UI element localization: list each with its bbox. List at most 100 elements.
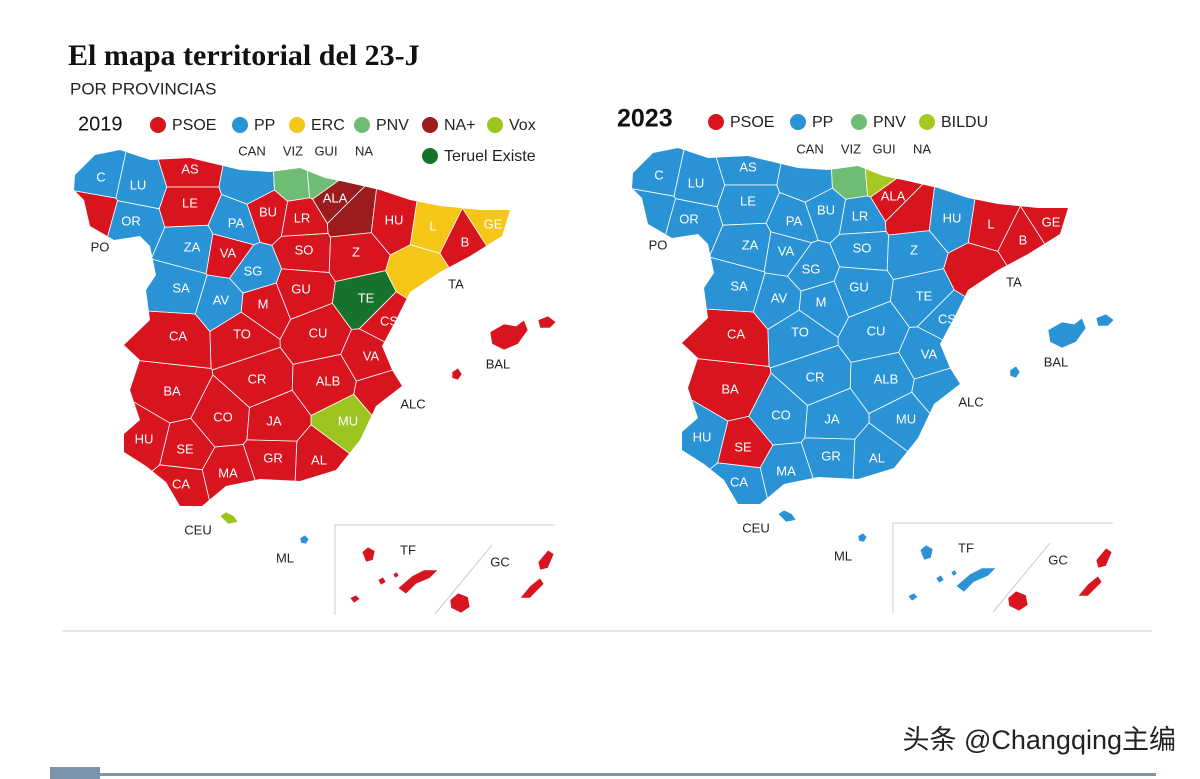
province-label: VA	[363, 348, 380, 363]
province-label: CS	[938, 311, 956, 326]
island	[1077, 575, 1103, 597]
island	[449, 592, 471, 614]
province-label: AV	[213, 292, 230, 307]
province-label: TA	[448, 276, 464, 291]
province-label: ZA	[742, 237, 759, 252]
province-label: TF	[400, 542, 416, 557]
province-label: CA	[730, 474, 748, 489]
province-label: BA	[721, 381, 739, 396]
province-label: VA	[921, 346, 938, 361]
island	[519, 577, 545, 599]
legend-swatch	[790, 114, 806, 130]
province-label: ALC	[958, 394, 983, 409]
province-label: CO	[771, 407, 791, 422]
province-label: LR	[294, 210, 311, 225]
province-label: CAN	[796, 141, 823, 156]
province-label: AL	[311, 452, 327, 467]
province	[632, 182, 676, 338]
province	[829, 148, 869, 200]
province-label: VA	[778, 243, 795, 258]
island	[349, 594, 361, 604]
legend-label: PP	[254, 117, 275, 134]
province-label: MU	[338, 413, 358, 428]
province-label: CU	[867, 323, 886, 338]
island	[907, 592, 919, 602]
province-label: LU	[130, 177, 147, 192]
province-label: ALB	[316, 373, 341, 388]
province	[632, 148, 690, 197]
province-label: ML	[276, 550, 294, 565]
province	[673, 148, 726, 208]
province	[271, 150, 311, 202]
province-label: OR	[121, 213, 141, 228]
watermark: 头条 @Changqing主编	[902, 725, 1176, 755]
province-label: C	[654, 167, 663, 182]
island	[919, 544, 934, 561]
legend-label: PNV	[376, 117, 409, 134]
province	[833, 266, 894, 318]
province-label: GU	[291, 281, 311, 296]
province-label: CO	[213, 409, 233, 424]
island	[361, 546, 376, 563]
legend-label: ERC	[311, 117, 345, 134]
province-label: B	[1019, 232, 1028, 247]
legend-swatch	[422, 148, 438, 164]
island	[377, 576, 387, 586]
province-label: GR	[263, 450, 283, 465]
province-label: TE	[916, 288, 933, 303]
province-label: JA	[824, 411, 840, 426]
island	[299, 534, 310, 545]
province-label: BA	[163, 383, 181, 398]
province-label: AS	[739, 159, 757, 174]
province-label: TE	[358, 290, 375, 305]
year-label: 2019	[78, 113, 123, 135]
mainland	[632, 148, 1068, 504]
province	[763, 231, 813, 277]
province	[292, 424, 454, 506]
province-label: AL	[869, 450, 885, 465]
island	[1007, 590, 1029, 612]
island	[857, 532, 868, 543]
province-label: PA	[228, 215, 245, 230]
legend-swatch	[354, 117, 370, 133]
province-label: L	[987, 216, 994, 231]
province	[637, 462, 775, 504]
province-label: SA	[730, 278, 748, 293]
canary-frame	[892, 522, 1113, 613]
province	[275, 268, 336, 320]
province-label: ML	[834, 548, 852, 563]
province-label: MU	[896, 411, 916, 426]
province-label: CA	[172, 476, 190, 491]
legend-swatch	[487, 117, 503, 133]
legend-label: PSOE	[172, 117, 216, 134]
year-label: 2023	[617, 105, 673, 133]
province-label: BU	[259, 204, 277, 219]
province-label: AV	[771, 290, 788, 305]
title: El mapa territorial del 23-J	[68, 39, 420, 72]
province-label: PO	[91, 239, 110, 254]
province-label: CR	[248, 371, 267, 386]
province-label: NA	[913, 141, 931, 156]
province-label: CEU	[742, 520, 769, 535]
province-label: TO	[233, 326, 251, 341]
legend-label: NA+	[444, 117, 476, 134]
island	[1095, 313, 1115, 327]
province-label: VIZ	[283, 143, 303, 158]
island	[777, 509, 797, 523]
province-label: BU	[817, 202, 835, 217]
legend-label: PSOE	[730, 114, 774, 131]
map: 2023 PSOE PP PNV BILDU C LU PO OR AS LE ZA PA BU CAN VI…	[617, 105, 1115, 613]
province-label: GC	[490, 554, 510, 569]
footer-tab	[50, 767, 100, 779]
canary-frame	[334, 524, 555, 615]
island	[1095, 547, 1113, 569]
province-label: CAN	[238, 143, 265, 158]
legend-swatch	[708, 114, 724, 130]
province-label: VIZ	[841, 141, 861, 156]
province-label: ALB	[874, 371, 899, 386]
province-label: C	[96, 169, 105, 184]
legend-swatch	[422, 117, 438, 133]
province-label: CU	[309, 325, 328, 340]
province-label: LU	[688, 175, 705, 190]
